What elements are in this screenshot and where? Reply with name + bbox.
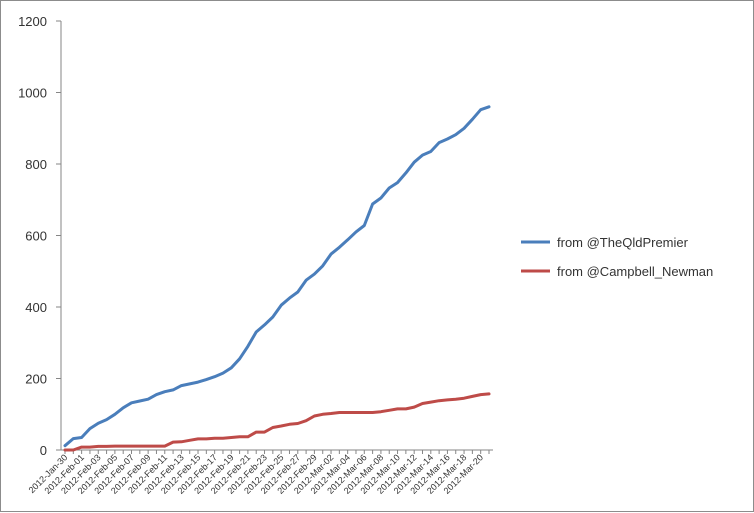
legend: from @TheQldPremier from @Campbell_Newman <box>521 235 713 279</box>
series-line-1 <box>63 392 491 452</box>
y-tick-label: 600 <box>25 229 47 244</box>
y-tick-label: 1200 <box>18 14 47 29</box>
x-axis: 2012-Jan-302012-Feb-012012-Feb-032012-Fe… <box>27 449 493 496</box>
legend-label-0: from @TheQldPremier <box>557 235 689 250</box>
legend-label-1: from @Campbell_Newman <box>557 264 713 279</box>
y-tick-label: 1000 <box>18 86 47 101</box>
y-tick-label: 400 <box>25 300 47 315</box>
y-tick-label: 800 <box>25 157 47 172</box>
series-line-0 <box>63 105 491 448</box>
series-layer <box>63 105 491 452</box>
y-axis: 0 200 400 600 800 1000 1200 <box>18 14 62 458</box>
y-tick-label: 0 <box>40 443 47 458</box>
y-tick-label: 200 <box>25 372 47 387</box>
